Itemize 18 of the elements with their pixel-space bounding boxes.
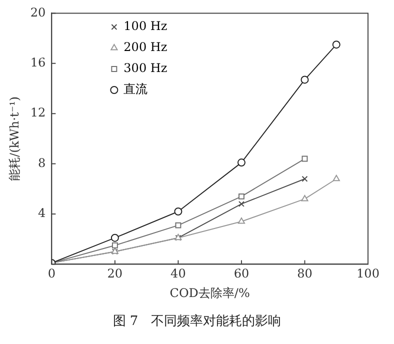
y-tick-label: 12 <box>30 106 46 120</box>
legend-label: 300 Hz <box>124 61 168 76</box>
x-axis-title: COD去除率/% <box>170 286 250 300</box>
x-tick-label: 40 <box>170 266 186 281</box>
x-tick-label: 0 <box>48 266 56 281</box>
y-tick-label: 20 <box>30 5 46 20</box>
y-axis-title: 能耗/(kWh·t⁻¹) <box>7 96 22 181</box>
y-tick-label: 8 <box>38 156 46 170</box>
legend-label: 100 Hz <box>124 19 168 34</box>
x-tick-label: 60 <box>234 266 250 281</box>
y-tick-label: 4 <box>38 206 46 220</box>
y-tick-label: 16 <box>30 56 46 70</box>
x-tick-label: 20 <box>107 266 123 281</box>
legend-label: 直流 <box>124 82 148 96</box>
x-tick-label: 80 <box>297 266 312 281</box>
caption: 图 7 不同频率对能耗的影响 <box>112 313 282 330</box>
legend-label: 200 Hz <box>124 40 168 54</box>
x-tick-label: 100 <box>356 266 380 281</box>
